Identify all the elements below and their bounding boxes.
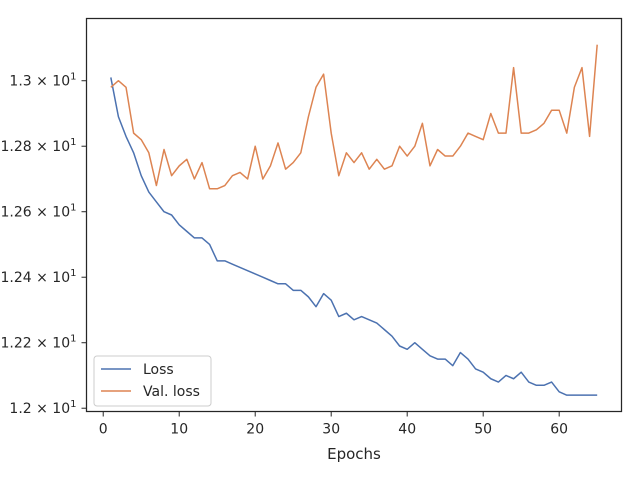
y-axis: 1.2 × 101 1.22 × 101 1.24 × 101 1.26 × 101 1… (1, 72, 87, 417)
x-axis-label: Epochs (327, 445, 381, 463)
y-tick-label: 1.28 × 101 (1, 137, 77, 155)
y-tick-label: 1.3 × 101 (9, 72, 76, 90)
x-tick-label: 20 (246, 422, 264, 438)
x-tick-label: 50 (474, 422, 492, 438)
series-layer (110, 44, 598, 396)
legend: Loss Val. loss (93, 355, 212, 407)
y-tick-label: 1.26 × 101 (1, 203, 77, 221)
legend-label-val-loss: Val. loss (143, 384, 200, 400)
legend-label-loss: Loss (143, 362, 174, 378)
x-tick-label: 0 (99, 422, 108, 438)
x-axis: 0 10 20 30 40 50 60 (99, 411, 568, 438)
series-line-val-loss (110, 44, 598, 190)
y-tick-label: 1.24 × 101 (1, 268, 77, 286)
x-tick-label: 30 (322, 422, 340, 438)
y-tick-label: 1.2 × 101 (9, 399, 76, 417)
x-tick-label: 10 (170, 422, 188, 438)
y-tick-label: 1.22 × 101 (1, 334, 77, 352)
plot-frame (85, 17, 623, 413)
x-tick-label: 60 (550, 422, 568, 438)
series-line-loss (110, 77, 598, 396)
x-tick-label: 40 (398, 422, 416, 438)
